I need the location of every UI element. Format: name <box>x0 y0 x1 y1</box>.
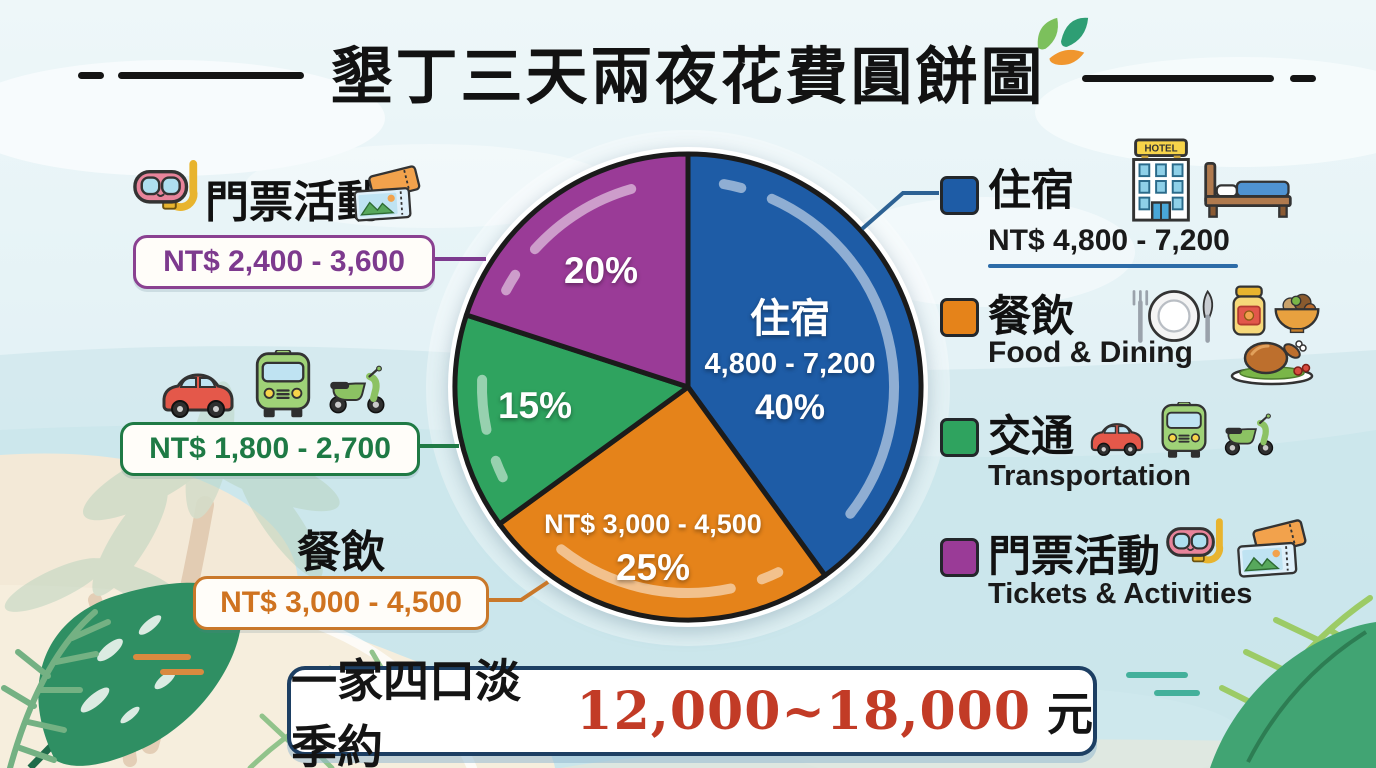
cutlery-plate-icon <box>1132 289 1214 343</box>
slice-name: 住宿 <box>750 297 830 341</box>
legend-label-transport: 交通 <box>988 413 1074 461</box>
pie-slice-highlight-tickets <box>529 184 637 255</box>
legend-label-dining: 餐飲 <box>988 293 1074 341</box>
scooter-icon <box>324 358 390 420</box>
car-icon <box>156 363 240 419</box>
slice-percent: 15% <box>497 385 573 426</box>
legend-sub-tickets: Tickets & Activities <box>988 578 1253 610</box>
banner-prefix: 一家四口淡季約 <box>291 655 521 768</box>
pie-slice-highlight-accommodation <box>718 179 747 193</box>
legend-label-accommodation: 住宿 <box>988 167 1074 215</box>
rice-bowl-icon <box>1274 293 1320 334</box>
page-title: 墾丁三天兩夜花費圓餅圖 <box>330 43 1046 112</box>
roast-turkey-icon <box>1230 340 1314 386</box>
pie-slice-highlight-tickets <box>501 269 521 296</box>
pie-slice-highlight-dining <box>756 567 784 585</box>
legend-swatch-accommodation <box>940 176 979 215</box>
callout-transport-range-box: NT$ 1,800 - 2,700 <box>120 422 420 476</box>
legend-sub-transport: Transportation <box>988 460 1192 492</box>
palm-frond-left <box>1 609 111 768</box>
bus-icon <box>1154 402 1214 460</box>
title-dash-left-long <box>118 72 304 79</box>
bed-icon <box>1204 161 1292 218</box>
slice-amount: NT$ 3,000 - 4,500 <box>544 509 762 539</box>
pie-slice-highlight-transport <box>490 455 508 483</box>
banner-suffix: 元 <box>1047 688 1093 740</box>
total-cost-banner: 一家四口淡季約 12,000~18,000 元 <box>287 655 1097 768</box>
car-icon <box>1086 414 1148 458</box>
speed-dashes-teal <box>1126 672 1200 696</box>
callout-tickets-range-box: NT$ 2,400 - 3,600 <box>133 235 435 289</box>
legend-label-tickets: 門票活動 <box>988 533 1160 581</box>
title-dash-right-long <box>1082 75 1274 82</box>
callout-dining-range-box: NT$ 3,000 - 4,500 <box>193 576 489 630</box>
pie-label-dining: NT$ 3,000 - 4,500 25% <box>537 509 769 590</box>
slice-percent: 40% <box>754 388 826 428</box>
title-leaves-icon <box>1037 17 1089 66</box>
title-dash-left-short <box>78 72 104 79</box>
callout-tickets-label: 門票活動 <box>205 178 381 227</box>
title-dash-right-short <box>1290 75 1316 82</box>
pie-slice-accommodation <box>685 151 924 578</box>
tropical-leaf-right <box>1210 622 1376 768</box>
pie-label-accommodation: 住宿 4,800 - 7,200 40% <box>680 296 900 429</box>
scooter-icon <box>1220 408 1278 460</box>
pie-slice-transport <box>452 312 691 527</box>
legend-swatch-tickets <box>940 538 979 577</box>
legend-swatch-dining <box>940 298 979 337</box>
pie-slice-highlight-transport <box>477 374 492 435</box>
pie-chart <box>448 147 928 627</box>
snorkel-icon <box>133 160 203 234</box>
slice-percent: 20% <box>563 250 639 291</box>
legend-swatch-transport <box>940 418 979 457</box>
tickets-icon <box>1234 518 1316 580</box>
pie-slice-highlight-dining <box>556 544 736 598</box>
speed-dashes-orange <box>133 654 204 675</box>
hotel-sign-text: HOTEL <box>1144 144 1177 155</box>
bus-icon <box>248 350 318 420</box>
tickets-icon <box>352 164 428 224</box>
banner-amount: 12,000~18,000 <box>576 680 1031 742</box>
hotel-icon: HOTEL <box>1132 138 1190 222</box>
legend-sub-dining: Food & Dining <box>988 336 1193 369</box>
callout-dining-label: 餐飲 <box>297 528 385 577</box>
snorkel-icon <box>1166 518 1228 584</box>
jam-jar-icon <box>1232 285 1266 336</box>
pie-slice-highlight-accommodation <box>766 193 899 519</box>
pie-slice-tickets <box>463 151 691 390</box>
legend-underline-accommodation <box>988 264 1238 268</box>
legend-sub-accommodation: NT$ 4,800 - 7,200 <box>988 224 1230 257</box>
pie-label-tickets: 20% <box>553 250 649 293</box>
pie-label-transport: 15% <box>487 385 583 428</box>
slice-percent: 25% <box>615 547 691 589</box>
slice-amount: 4,800 - 7,200 <box>704 348 876 380</box>
